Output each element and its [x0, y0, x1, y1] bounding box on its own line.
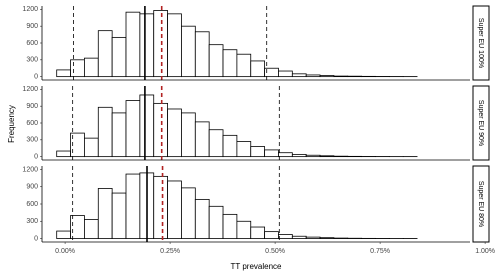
bar: [181, 25, 196, 78]
bar: [319, 75, 335, 78]
bar: [264, 149, 279, 158]
bar: [208, 205, 224, 239]
y-tick-label: 1200: [22, 166, 38, 173]
x-tick-label: 0.75%: [370, 248, 390, 255]
bar: [222, 134, 238, 158]
bar: [236, 141, 252, 158]
bar: [305, 74, 321, 78]
bar: [139, 13, 155, 78]
bar: [125, 173, 141, 239]
bar: [208, 44, 224, 78]
facet-strip: [472, 5, 490, 81]
bar: [125, 11, 141, 78]
bar: [181, 187, 196, 239]
bar: [305, 154, 321, 158]
y-tick-label: 0: [34, 73, 38, 80]
facet-label: Super EU 100%: [477, 18, 484, 68]
bar: [167, 13, 182, 78]
bar: [319, 155, 335, 158]
bar: [236, 53, 252, 78]
bar: [139, 94, 155, 158]
y-tick-label: 0: [34, 235, 38, 242]
bar: [194, 198, 210, 239]
bar: [56, 230, 71, 239]
bar: [319, 237, 335, 239]
bar: [250, 60, 266, 78]
x-tick-label: 0.00%: [55, 248, 75, 255]
y-tick-label: 0: [34, 153, 38, 160]
bar: [97, 30, 113, 78]
bar: [222, 49, 238, 78]
y-tick-label: 300: [26, 57, 38, 64]
y-tick-label: 600: [26, 201, 38, 208]
y-tick-label: 300: [26, 218, 38, 225]
bar: [291, 235, 307, 239]
bar: [264, 231, 279, 239]
bar: [181, 112, 196, 158]
bar: [153, 102, 168, 158]
bar: [291, 73, 307, 78]
facet-label: Super EU 80%: [477, 181, 484, 227]
y-tick-label: 900: [26, 184, 38, 191]
x-axis-label: TT prevalence: [231, 262, 283, 271]
bar: [97, 188, 113, 239]
bar: [278, 234, 293, 239]
y-tick-label: 300: [26, 137, 38, 144]
bar: [111, 112, 127, 158]
bar: [84, 137, 99, 158]
bar: [125, 100, 141, 158]
bar: [333, 75, 349, 78]
facet-strip: [472, 165, 490, 243]
x-tick-label: 0.25%: [160, 248, 180, 255]
y-tick-label: 600: [26, 40, 38, 47]
bar: [250, 226, 266, 239]
x-tick-label: 0.50%: [265, 248, 285, 255]
y-tick-label: 900: [26, 103, 38, 110]
bar: [56, 69, 71, 78]
bar: [278, 152, 293, 158]
bar: [194, 31, 210, 78]
y-tick-label: 600: [26, 120, 38, 127]
y-tick-label: 900: [26, 23, 38, 30]
bar: [291, 153, 307, 158]
x-tick-label: 1.00%: [475, 248, 495, 255]
bar: [111, 192, 127, 239]
y-axis-label: Frequency: [7, 105, 16, 143]
bar: [84, 57, 99, 78]
bar: [194, 121, 210, 158]
bar: [56, 150, 71, 158]
bar: [167, 108, 182, 158]
facet-label: Super EU 90%: [477, 100, 484, 146]
bar: [97, 106, 113, 158]
facet-strip: [472, 85, 490, 161]
bar: [222, 213, 238, 239]
y-tick-label: 1200: [22, 6, 38, 13]
bar: [111, 36, 127, 78]
y-tick-label: 1200: [22, 86, 38, 93]
bar: [250, 146, 266, 158]
bar: [70, 59, 85, 78]
bar: [208, 129, 224, 158]
bar: [167, 180, 182, 239]
bar: [236, 220, 252, 239]
bar: [278, 70, 293, 78]
bar: [153, 10, 168, 78]
bar: [305, 236, 321, 239]
bar: [84, 219, 99, 239]
bar: [153, 175, 168, 239]
